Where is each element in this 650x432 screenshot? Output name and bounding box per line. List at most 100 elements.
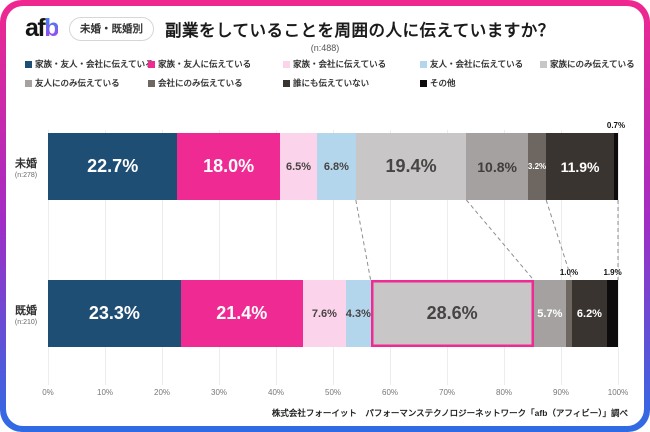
gridline	[48, 130, 49, 385]
segment-value-label: 5.7%	[537, 307, 563, 320]
segment-value-label: 6.2%	[576, 307, 602, 320]
category-name: 既婚	[15, 304, 37, 317]
card-background: afb 未婚・既婚別 副業をしていることを周囲の人に伝えていますか？ (n:48…	[6, 6, 644, 426]
legend-swatch	[25, 60, 32, 68]
bar-segment: 6.5%	[279, 133, 318, 200]
axis-tick-label: 0%	[42, 388, 54, 397]
bar-segment: 7.6%	[302, 280, 347, 347]
legend-swatch	[540, 60, 547, 68]
axis-tick-label: 100%	[607, 388, 629, 397]
legend-label: 会社にのみ伝えている	[158, 78, 243, 88]
bar-segment: 28.6%	[370, 280, 534, 347]
legend-label: 家族・友人・会社に伝えている	[35, 59, 154, 69]
segment-value-label: 4.3%	[345, 307, 371, 320]
connector-line	[545, 199, 573, 281]
segment-value-label: 11.9%	[560, 158, 600, 175]
legend-item: 友人にのみ伝えている	[25, 77, 148, 89]
bar-segment: 21.4%	[180, 280, 303, 347]
legend-swatch	[25, 79, 32, 87]
segment-value-label: 3.2%	[527, 162, 547, 171]
sample-size-label: (n:488)	[310, 43, 340, 53]
stacked-bar-chart: 0.7% 22.7% 18.0% 6.5% 6.8% 19.4% 10.8% 3.2% 11.9…	[6, 121, 644, 410]
legend-label: 友人にのみ伝えている	[35, 78, 120, 88]
legend-item: 家族・会社に伝えている	[283, 58, 420, 70]
segment-value-label: 23.3%	[88, 303, 140, 323]
bar-segment: 6.8%	[317, 133, 356, 200]
legend-item: 誰にも伝えていない	[283, 77, 420, 89]
segment-value-label: 18.0%	[203, 156, 255, 176]
bar-segment: 10.8%	[466, 133, 528, 200]
legend-item: 家族・友人に伝えている	[148, 58, 283, 70]
segment-value-label: 10.8%	[477, 158, 517, 175]
bar-segment: 22.7%	[48, 133, 178, 200]
category-name: 未婚	[15, 157, 37, 170]
legend-swatch	[420, 60, 427, 68]
legend-label: 家族・会社に伝えている	[293, 59, 387, 69]
legend-label: 家族にのみ伝えている	[550, 59, 635, 69]
gridline	[333, 130, 334, 385]
legend-item: 会社にのみ伝えている	[148, 77, 283, 89]
afb-logo: afb	[25, 14, 59, 42]
source-note: 株式会社フォーイット パフォーマンステクノロジーネットワーク「afb（アフィビー…	[271, 408, 628, 418]
gridline	[276, 130, 277, 385]
bar-segment	[566, 280, 572, 347]
chart-legend: 家族・友人・会社に伝えている 家族・友人に伝えている 家族・会社に伝えている 友人・会…	[25, 58, 635, 89]
connector-lines	[355, 199, 619, 281]
page-title: 副業をしていることを周囲の人に伝えていますか？	[165, 21, 555, 40]
legend-swatch	[148, 60, 155, 68]
gridline	[447, 130, 448, 385]
plot-area: 0.7% 22.7% 18.0% 6.5% 6.8% 19.4% 10.8% 3.2% 11.9…	[48, 121, 625, 385]
segment-value-label: 22.7%	[87, 156, 139, 176]
legend-item: その他	[420, 77, 540, 89]
legend-swatch	[420, 79, 427, 87]
axis-tick-label: 20%	[153, 388, 171, 397]
gridline	[504, 130, 505, 385]
connector-line	[465, 199, 535, 281]
gridline	[618, 130, 619, 385]
legend-label: 家族・友人に伝えている	[158, 59, 252, 69]
bar-segment: 6.2%	[571, 280, 608, 347]
connector-line	[355, 199, 372, 281]
legend-label: 友人・会社に伝えている	[430, 59, 524, 69]
logo-text-b: b	[44, 14, 59, 42]
gridline	[561, 130, 562, 385]
legend-swatch	[283, 60, 290, 68]
segment-value-label-outside: 0.7%	[606, 121, 626, 130]
logo-text-af: af	[25, 14, 46, 42]
axis-tick-label: 60%	[381, 388, 399, 397]
segment-value-label-outside: 1.0%	[559, 268, 579, 277]
gridline	[105, 130, 106, 385]
legend-label: その他	[430, 78, 456, 88]
legend-item: 友人・会社に伝えている	[420, 58, 540, 70]
bar-segment: 4.3%	[346, 280, 371, 347]
row-label: 未婚 (n:278)	[6, 133, 46, 200]
legend-swatch	[283, 79, 290, 87]
segment-value-label-outside: 1.9%	[603, 268, 622, 277]
segment-value-label: 28.6%	[426, 303, 478, 323]
gridline	[390, 130, 391, 385]
legend-swatch	[148, 79, 155, 87]
axis-tick-label: 70%	[438, 388, 456, 397]
stacked-bar: 23.3% 21.4% 7.6% 4.3% 28.6% 5.7% 6.2%	[48, 280, 618, 347]
header: afb 未婚・既婚別 副業をしていることを周囲の人に伝えていますか？	[25, 16, 555, 41]
bar-segment: 19.4%	[355, 133, 467, 200]
axis-tick-label: 80%	[495, 388, 513, 397]
segment-value-label: 21.4%	[216, 303, 268, 323]
axis-tick-label: 50%	[324, 388, 342, 397]
legend-item: 家族にのみ伝えている	[540, 58, 635, 70]
legend-item: 家族・友人・会社に伝えている	[25, 58, 154, 70]
axis-tick-label: 10%	[96, 388, 114, 397]
legend-label: 誰にも伝えていない	[293, 78, 370, 88]
row-label: 既婚 (n:210)	[6, 280, 46, 347]
bar-segment: 18.0%	[177, 133, 280, 200]
segment-value-label: 19.4%	[385, 156, 437, 176]
bar-segment: 11.9%	[546, 133, 614, 200]
bar-segment	[613, 133, 618, 200]
category-badge: 未婚・既婚別	[69, 16, 155, 41]
bar-segment: 5.7%	[533, 280, 567, 347]
category-n: (n:278)	[14, 171, 38, 179]
stacked-bar: 22.7% 18.0% 6.5% 6.8% 19.4% 10.8% 3.2% 11.9%	[48, 133, 618, 200]
bar-segment: 3.2%	[527, 133, 547, 200]
gridline	[219, 130, 220, 385]
